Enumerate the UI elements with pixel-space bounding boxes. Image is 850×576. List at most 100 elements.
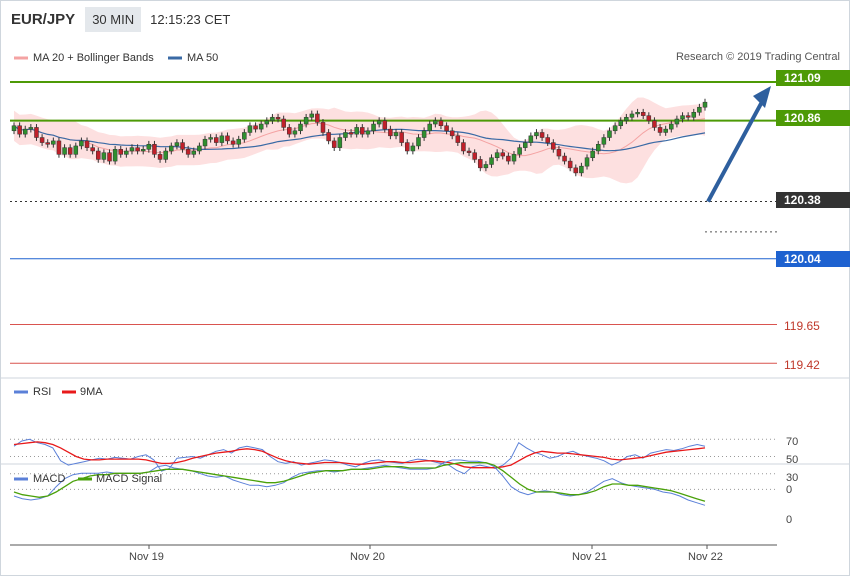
candle-body bbox=[315, 113, 320, 123]
candle-body bbox=[461, 142, 466, 152]
candle-body bbox=[371, 123, 376, 132]
candle-body bbox=[79, 140, 84, 147]
macd-legend-label: MACD bbox=[33, 473, 66, 485]
projection-arrow-shaft bbox=[706, 98, 765, 203]
candle-body bbox=[22, 128, 28, 135]
candle-body bbox=[405, 142, 410, 152]
candle-body bbox=[478, 159, 483, 169]
candle-body bbox=[124, 150, 129, 155]
legend-ma50-label: MA 50 bbox=[187, 52, 219, 64]
candle-body bbox=[90, 147, 95, 152]
candle-body bbox=[612, 125, 618, 132]
candle-body bbox=[213, 137, 219, 143]
candle-body bbox=[539, 132, 545, 138]
candle-body bbox=[39, 137, 45, 143]
candle-body bbox=[657, 127, 663, 133]
candle-body bbox=[34, 127, 39, 138]
candle-body bbox=[528, 135, 534, 143]
candle-body bbox=[669, 123, 674, 130]
timeframe-button[interactable]: 30 MIN bbox=[85, 6, 142, 32]
x-label-nov21: Nov 21 bbox=[572, 551, 607, 563]
candle-body bbox=[635, 112, 640, 115]
candle-body bbox=[399, 132, 404, 143]
candle-body bbox=[169, 145, 174, 152]
candle-body bbox=[365, 130, 371, 135]
candle-body bbox=[702, 101, 708, 108]
candle-body bbox=[691, 112, 697, 118]
candle-body bbox=[500, 152, 506, 157]
candle-body bbox=[152, 144, 157, 155]
candle-body bbox=[618, 120, 623, 126]
candle-body bbox=[388, 128, 393, 137]
candle-body bbox=[438, 120, 444, 126]
candle-body bbox=[522, 142, 528, 148]
candle-body bbox=[180, 142, 185, 150]
candle-body bbox=[382, 120, 388, 130]
candle-body bbox=[455, 135, 461, 143]
candle-body bbox=[11, 125, 17, 132]
candle-body bbox=[590, 150, 595, 158]
candle-body bbox=[376, 120, 382, 125]
timestamp: 12:15:23 CET bbox=[150, 11, 231, 27]
candle-body bbox=[146, 144, 152, 150]
symbol-label: EUR/JPY bbox=[11, 10, 76, 28]
candle-body bbox=[556, 149, 562, 157]
candle-body bbox=[17, 125, 22, 135]
candle-body bbox=[45, 142, 50, 145]
candle-body bbox=[697, 106, 702, 113]
rsi-tick-50: 50 bbox=[786, 454, 799, 466]
candle-body bbox=[174, 142, 180, 147]
candle-body bbox=[253, 125, 258, 130]
chart-header: EUR/JPY 30 MIN 12:15:23 CET bbox=[0, 0, 850, 38]
rsi-ma-line bbox=[13, 441, 706, 469]
candle-body bbox=[685, 115, 691, 118]
candle-body bbox=[354, 127, 359, 135]
candle-body bbox=[421, 130, 427, 138]
x-label-nov20: Nov 20 bbox=[350, 551, 385, 563]
macd-signal-legend-label: MACD Signal bbox=[96, 473, 163, 485]
candle-body bbox=[410, 145, 416, 152]
candle-body bbox=[56, 140, 62, 155]
ma50-line bbox=[13, 125, 706, 152]
candle-body bbox=[219, 135, 225, 143]
candle-body bbox=[348, 132, 354, 135]
x-label-nov19: Nov 19 bbox=[129, 551, 164, 563]
x-label-nov22: Nov 22 bbox=[688, 551, 723, 563]
candle-body bbox=[96, 150, 101, 160]
candle-body bbox=[112, 149, 118, 162]
rsi-tick-70: 70 bbox=[786, 436, 799, 448]
candle-body bbox=[140, 149, 146, 152]
candle-body bbox=[517, 147, 522, 155]
candle-body bbox=[62, 147, 67, 155]
rsi-tick-30: 30 bbox=[786, 472, 799, 484]
candle-body bbox=[511, 154, 517, 162]
candle-body bbox=[545, 137, 550, 143]
candle-body bbox=[275, 117, 281, 120]
candle-body bbox=[472, 152, 477, 160]
candle-body bbox=[242, 132, 247, 140]
candle-body bbox=[629, 113, 635, 118]
candle-body bbox=[584, 157, 590, 167]
candle-body bbox=[101, 152, 107, 160]
candle-body bbox=[331, 140, 337, 148]
candle-body bbox=[129, 147, 135, 152]
candle-body bbox=[73, 145, 79, 155]
candle-body bbox=[562, 155, 567, 162]
candle-body bbox=[202, 138, 208, 147]
candle-body bbox=[236, 138, 241, 145]
candle-body bbox=[247, 125, 253, 133]
candle-body bbox=[258, 123, 264, 130]
level-tag-2: 120.86 bbox=[776, 110, 850, 126]
candle-body bbox=[506, 155, 511, 162]
candle-body bbox=[433, 120, 438, 125]
bollinger-band-area bbox=[14, 97, 705, 184]
candle-body bbox=[343, 132, 348, 138]
candle-body bbox=[309, 113, 314, 118]
candle-body bbox=[393, 132, 399, 137]
candle-body bbox=[303, 117, 309, 125]
candle-body bbox=[573, 167, 579, 174]
candle-body bbox=[489, 157, 494, 165]
candle-body bbox=[225, 135, 230, 142]
candle-body bbox=[135, 147, 140, 152]
candle-body bbox=[163, 150, 168, 160]
